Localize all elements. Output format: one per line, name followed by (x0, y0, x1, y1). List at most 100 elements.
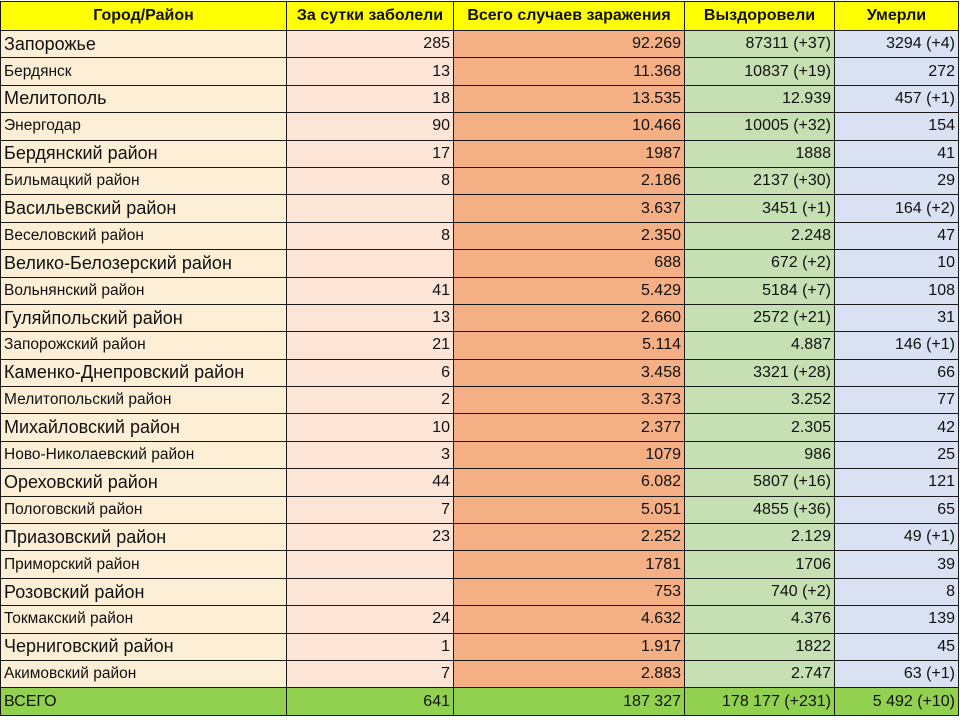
city-cell: Ново-Николаевский район (0, 440, 287, 470)
header-recovered: Выздоровели (684, 1, 835, 31)
total-cases-cell: 1.917 (453, 632, 685, 661)
total-cases-cell: 4.632 (453, 605, 685, 634)
died-cell: 457 (+1) (834, 84, 959, 114)
total-cases-cell: 2.660 (453, 303, 685, 333)
total-cases-cell: 6.082 (453, 468, 685, 497)
died-cell: 272 (834, 57, 959, 86)
recovered-cell: 12.939 (684, 84, 835, 114)
recovered-cell: 986 (684, 440, 835, 470)
city-cell: Розовский район (0, 577, 287, 607)
total-cases-cell: 3.637 (453, 194, 685, 223)
city-cell: Энергодар (0, 112, 287, 141)
daily-cell: 17 (286, 139, 454, 168)
city-cell: Запорожье (0, 29, 287, 59)
total-label: ВСЕГО (0, 687, 287, 717)
city-cell: Приазовский район (0, 523, 287, 552)
daily-cell (286, 249, 454, 278)
died-cell: 65 (834, 495, 959, 525)
total-cases-cell: 688 (453, 249, 685, 278)
total-died: 5 492 (+10) (834, 687, 959, 717)
daily-cell: 41 (286, 276, 454, 305)
total-cases-cell: 2.883 (453, 659, 685, 689)
died-cell: 164 (+2) (834, 194, 959, 223)
recovered-cell: 3321 (+28) (684, 358, 835, 388)
city-cell: Михайловский район (0, 413, 287, 442)
city-cell: Токмакский район (0, 605, 287, 634)
recovered-cell: 740 (+2) (684, 577, 835, 607)
died-cell: 41 (834, 139, 959, 168)
table-row: Энергодар 90 10.466 10005 (+32) 154 (0, 112, 959, 141)
city-cell: Пологовский район (0, 495, 287, 525)
total-total: 187 327 (453, 687, 685, 717)
table-row: Мелитополь 18 13.535 12.939 457 (+1) (0, 84, 959, 114)
total-daily: 641 (286, 687, 454, 717)
table-row: Запорожский район 21 5.114 4.887 146 (+1) (0, 331, 959, 360)
table-row: Вольнянский район 41 5.429 5184 (+7) 108 (0, 276, 959, 305)
recovered-cell: 4.376 (684, 605, 835, 634)
table-row: Пологовский район 7 5.051 4855 (+36) 65 (0, 495, 959, 525)
died-cell: 146 (+1) (834, 331, 959, 360)
city-cell: Гуляйпольский район (0, 303, 287, 333)
total-cases-cell: 1987 (453, 139, 685, 168)
recovered-cell: 3.252 (684, 386, 835, 415)
table-row: Михайловский район 10 2.377 2.305 42 (0, 413, 959, 442)
total-row: ВСЕГО 641 187 327 178 177 (+231) 5 492 (… (0, 687, 959, 717)
daily-cell (286, 550, 454, 579)
city-cell: Мелитопольский район (0, 386, 287, 415)
daily-cell: 13 (286, 303, 454, 333)
total-cases-cell: 5.114 (453, 331, 685, 360)
died-cell: 47 (834, 221, 959, 251)
daily-cell: 285 (286, 29, 454, 59)
daily-cell: 7 (286, 495, 454, 525)
total-cases-cell: 13.535 (453, 84, 685, 114)
recovered-cell: 1888 (684, 139, 835, 168)
recovered-cell: 10005 (+32) (684, 112, 835, 141)
total-cases-cell: 5.051 (453, 495, 685, 525)
died-cell: 121 (834, 468, 959, 497)
died-cell: 49 (+1) (834, 523, 959, 552)
table-row: Бердянский район 17 1987 1888 41 (0, 139, 959, 168)
total-cases-cell: 1781 (453, 550, 685, 579)
table-row: Мелитопольский район 2 3.373 3.252 77 (0, 386, 959, 415)
city-cell: Велико-Белозерский район (0, 249, 287, 278)
total-cases-cell: 1079 (453, 440, 685, 470)
table-row: Запорожье 285 92.269 87311 (+37) 3294 (+4) (0, 29, 959, 59)
daily-cell: 18 (286, 84, 454, 114)
city-cell: Мелитополь (0, 84, 287, 114)
recovered-cell: 1706 (684, 550, 835, 579)
table-row: Бильмацкий район 8 2.186 2137 (+30) 29 (0, 166, 959, 196)
total-cases-cell: 3.458 (453, 358, 685, 388)
daily-cell: 10 (286, 413, 454, 442)
died-cell: 29 (834, 166, 959, 196)
recovered-cell: 4.887 (684, 331, 835, 360)
recovered-cell: 10837 (+19) (684, 57, 835, 86)
daily-cell (286, 577, 454, 607)
died-cell: 45 (834, 632, 959, 661)
recovered-cell: 672 (+2) (684, 249, 835, 278)
died-cell: 10 (834, 249, 959, 278)
city-cell: Бильмацкий район (0, 166, 287, 196)
recovered-cell: 2.248 (684, 221, 835, 251)
daily-cell: 6 (286, 358, 454, 388)
city-cell: Васильевский район (0, 194, 287, 223)
table-body: Запорожье 285 92.269 87311 (+37) 3294 (+4) Бе… (0, 29, 959, 689)
recovered-cell: 2137 (+30) (684, 166, 835, 196)
city-cell: Приморский район (0, 550, 287, 579)
total-cases-cell: 2.377 (453, 413, 685, 442)
total-cases-cell: 10.466 (453, 112, 685, 141)
header-row: Город/Район За сутки заболели Всего случ… (0, 1, 959, 31)
total-cases-cell: 3.373 (453, 386, 685, 415)
table-row: Приазовский район 23 2.252 2.129 49 (+1) (0, 523, 959, 552)
table-row: Васильевский район 3.637 3451 (+1) 164 (+2) (0, 194, 959, 223)
daily-cell: 90 (286, 112, 454, 141)
recovered-cell: 5807 (+16) (684, 468, 835, 497)
total-cases-cell: 11.368 (453, 57, 685, 86)
died-cell: 77 (834, 386, 959, 415)
recovered-cell: 3451 (+1) (684, 194, 835, 223)
total-cases-cell: 2.350 (453, 221, 685, 251)
daily-cell: 44 (286, 468, 454, 497)
total-cases-cell: 92.269 (453, 29, 685, 59)
city-cell: Ореховский район (0, 468, 287, 497)
table-row: Веселовский район 8 2.350 2.248 47 (0, 221, 959, 251)
table-row: Велико-Белозерский район 688 672 (+2) 10 (0, 249, 959, 278)
